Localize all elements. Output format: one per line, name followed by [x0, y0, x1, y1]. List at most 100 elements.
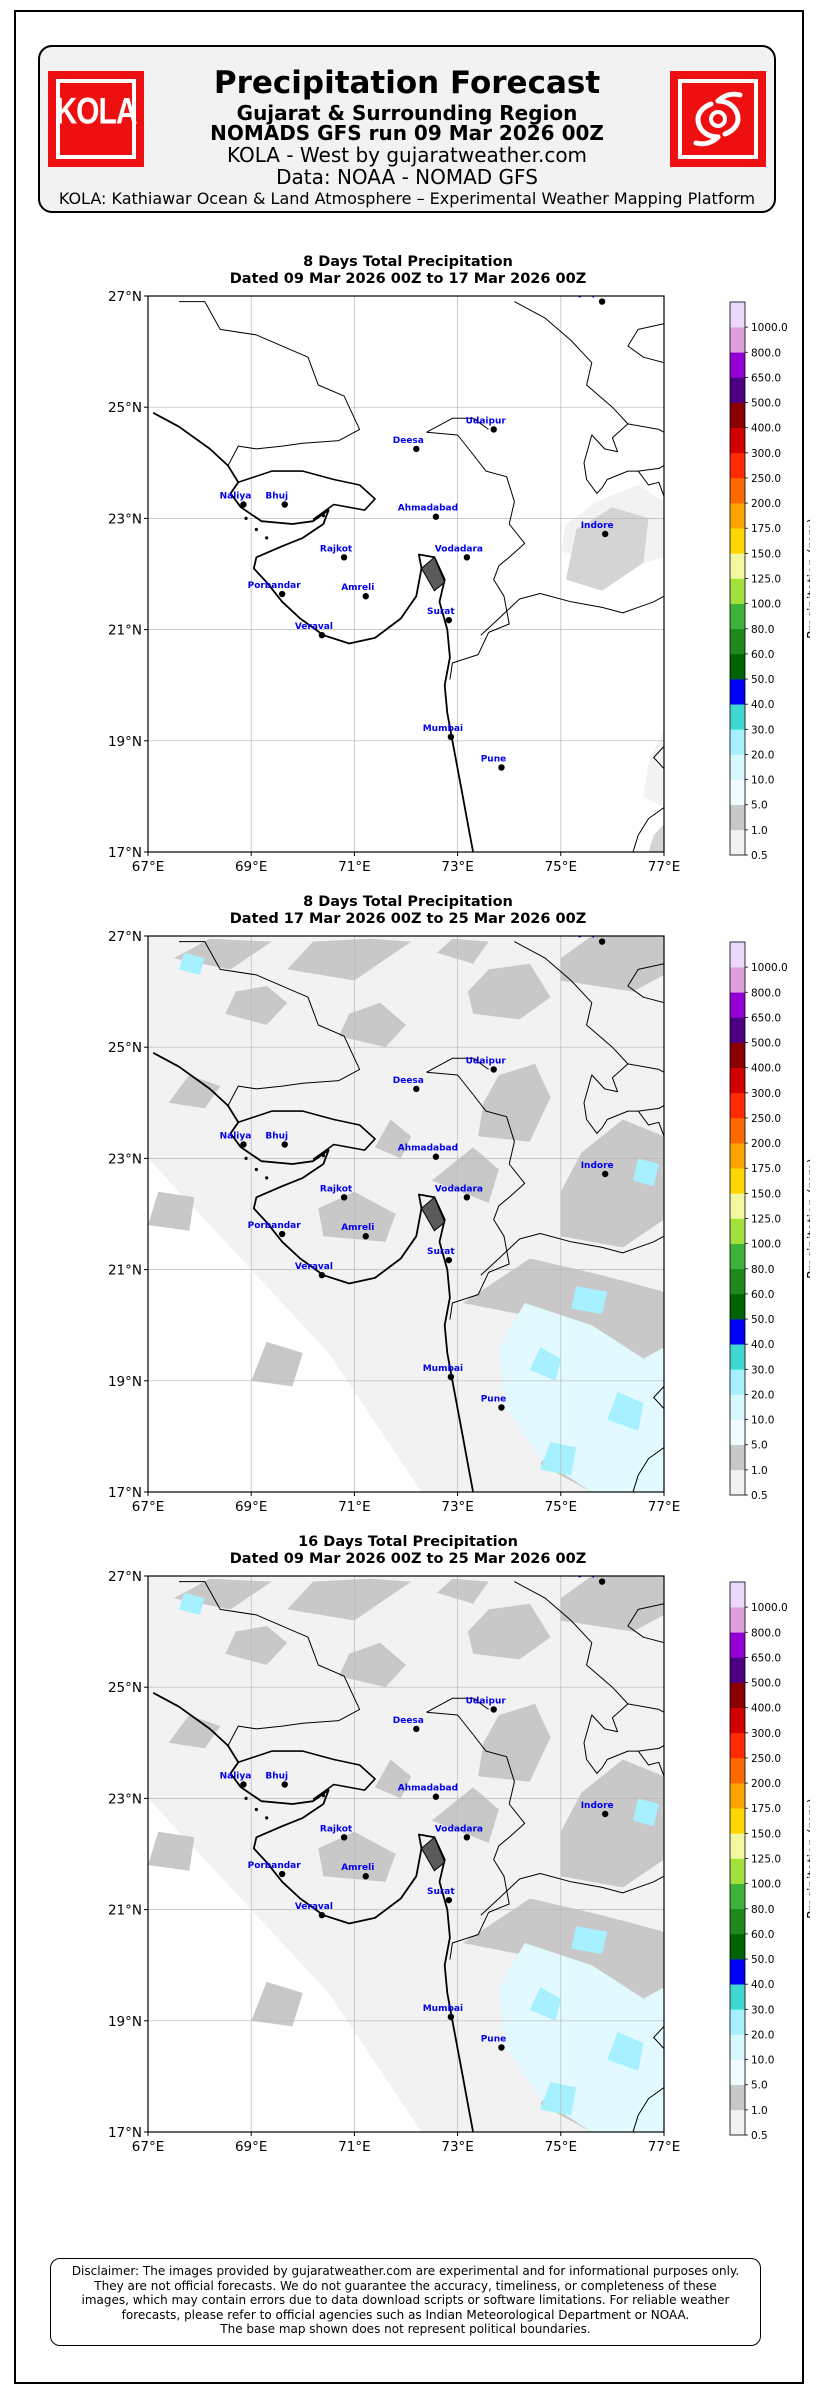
- rain-area-light-blue: [529, 1347, 561, 1381]
- colorbar-segment: [730, 1933, 745, 1960]
- state-boundary: [638, 1105, 664, 1112]
- colorbar-tick-label: 0.5: [751, 850, 768, 862]
- city-dot: [278, 1870, 286, 1878]
- colorbar-segment: [730, 327, 745, 353]
- city-marker: Porbandar: [248, 1861, 301, 1878]
- colorbar-tick-label: 10.0: [751, 2055, 774, 2067]
- city-label: Surat: [427, 607, 455, 617]
- city-dot: [445, 1256, 453, 1264]
- colorbar-tick-label: 250.0: [751, 1753, 781, 1765]
- city-label: Pune: [481, 1394, 507, 1404]
- colorbar-tick-label: 1000.0: [751, 322, 788, 334]
- city-marker: Amreli: [341, 1863, 374, 1880]
- city-label: Rajkot: [320, 1184, 353, 1194]
- lon-tick-label: 73°E: [441, 2139, 473, 2155]
- site-line: KOLA - West by gujaratweather.com: [226, 143, 588, 167]
- city-label: Vodadara: [435, 1184, 483, 1194]
- colorbar-tick-label: 30.0: [751, 2004, 774, 2016]
- city-marker: Deesa: [393, 1716, 424, 1733]
- city-marker: Amreli: [341, 1223, 374, 1240]
- colorbar-tick-label: 800.0: [751, 347, 781, 359]
- coastline: [152, 1052, 474, 1492]
- island-dot: [254, 1807, 258, 1812]
- city-label: Rajkot: [320, 544, 353, 554]
- colorbar-tick-label: 50.0: [751, 1314, 774, 1326]
- lat-tick-label: 25°N: [108, 1040, 142, 1056]
- colorbar-tick-label: 1000.0: [751, 962, 788, 974]
- city-label: Porbandar: [248, 581, 302, 591]
- city-label: Porbandar: [248, 1221, 302, 1231]
- rain-area-grey: [467, 963, 551, 1020]
- colorbar-segment: [730, 1444, 745, 1471]
- colorbar-segment: [730, 1117, 745, 1144]
- run-subtitle: NOMADS GFS run 09 Mar 2026 00Z: [210, 121, 604, 145]
- city-label: Surat: [427, 1887, 455, 1897]
- city-dot: [432, 513, 440, 520]
- disclaimer-line: The base map shown does not represent po…: [220, 2322, 591, 2336]
- rain-area-grey: [168, 1715, 221, 1749]
- colorbar-segment: [730, 427, 745, 454]
- colorbar-tick-label: 100.0: [751, 1879, 781, 1891]
- city-marker: Mumbai: [423, 1364, 463, 1381]
- city-dot: [413, 1725, 420, 1733]
- city-dot: [601, 530, 609, 538]
- city-label: Bhuj: [265, 492, 288, 502]
- colorbar-segment: [730, 553, 745, 579]
- colorbar-segment: [730, 1732, 745, 1759]
- city-label: Rajkot: [320, 1824, 353, 1834]
- city-marker: Porbandar: [248, 1221, 302, 1238]
- city-label: Ahmadabad: [398, 504, 458, 514]
- city-label: Naliya: [220, 1132, 252, 1142]
- rain-area-light-blue: [529, 1987, 561, 2021]
- city-marker: Rajkot: [320, 544, 353, 561]
- colorbar-segment: [730, 1908, 745, 1935]
- island-dot: [265, 1816, 269, 1820]
- city-label: Ahmadabad: [398, 1784, 458, 1794]
- city-marker: Mumbai: [423, 2004, 463, 2021]
- rain-area-grey: [437, 938, 489, 964]
- panel-title: 8 Days Total Precipitation: [303, 894, 513, 910]
- lon-tick-label: 77°E: [648, 1499, 680, 1515]
- colorbar-title: Precipitation (mm): [806, 518, 810, 639]
- city-label: Vodadara: [435, 1824, 483, 1834]
- lon-tick-label: 71°E: [338, 1499, 370, 1515]
- colorbar-tick-label: 200.0: [751, 1778, 781, 1790]
- city-label: Mumbai: [423, 2004, 463, 2014]
- rain-area-grey: [287, 938, 412, 981]
- colorbar-tick-label: 50.0: [751, 674, 774, 686]
- city-marker: Ahmadabad: [398, 504, 458, 520]
- city-marker: Surat: [427, 1887, 455, 1904]
- colorbar-tick-label: 800.0: [751, 1627, 781, 1639]
- colorbar-segment: [730, 503, 745, 529]
- colorbar-segment: [730, 754, 745, 780]
- lon-tick-label: 67°E: [132, 859, 164, 875]
- colorbar-segment: [730, 653, 745, 680]
- colorbar-tick-label: 125.0: [751, 1214, 781, 1226]
- state-boundary: [638, 465, 664, 472]
- city-marker: Vodadara: [435, 1824, 483, 1841]
- kola-logo-text: KOLA: [55, 90, 138, 132]
- colorbar-tick-label: 250.0: [751, 1113, 781, 1125]
- city-marker: Ahmadabad: [398, 1784, 458, 1800]
- disclaimer-line: Disclaimer: The images provided by gujar…: [71, 2264, 740, 2278]
- city-label: Amreli: [341, 1223, 374, 1233]
- lat-tick-label: 17°N: [108, 1485, 142, 1501]
- colorbar-segment: [730, 1419, 745, 1446]
- city-dot: [281, 501, 288, 508]
- colorbar-segment: [730, 1293, 745, 1320]
- city-marker: Vodadara: [435, 544, 483, 561]
- colorbar-segment: [730, 1757, 745, 1784]
- city-marker: Surat: [427, 1247, 455, 1264]
- city-label: Naliya: [220, 1772, 252, 1782]
- rain-area-light-blue: [633, 1158, 659, 1187]
- city-dot: [445, 1896, 453, 1904]
- island-dot: [321, 514, 326, 518]
- colorbar-tick-label: 1.0: [751, 2105, 768, 2117]
- lon-tick-label: 67°E: [132, 1499, 164, 1515]
- state-boundary: [179, 1581, 361, 1746]
- colorbar-segment: [730, 578, 745, 604]
- colorbar-segment: [730, 1143, 745, 1169]
- state-boundary: [627, 963, 664, 1004]
- state-boundary: [583, 1703, 664, 1777]
- rain-area-grey: [338, 1002, 406, 1048]
